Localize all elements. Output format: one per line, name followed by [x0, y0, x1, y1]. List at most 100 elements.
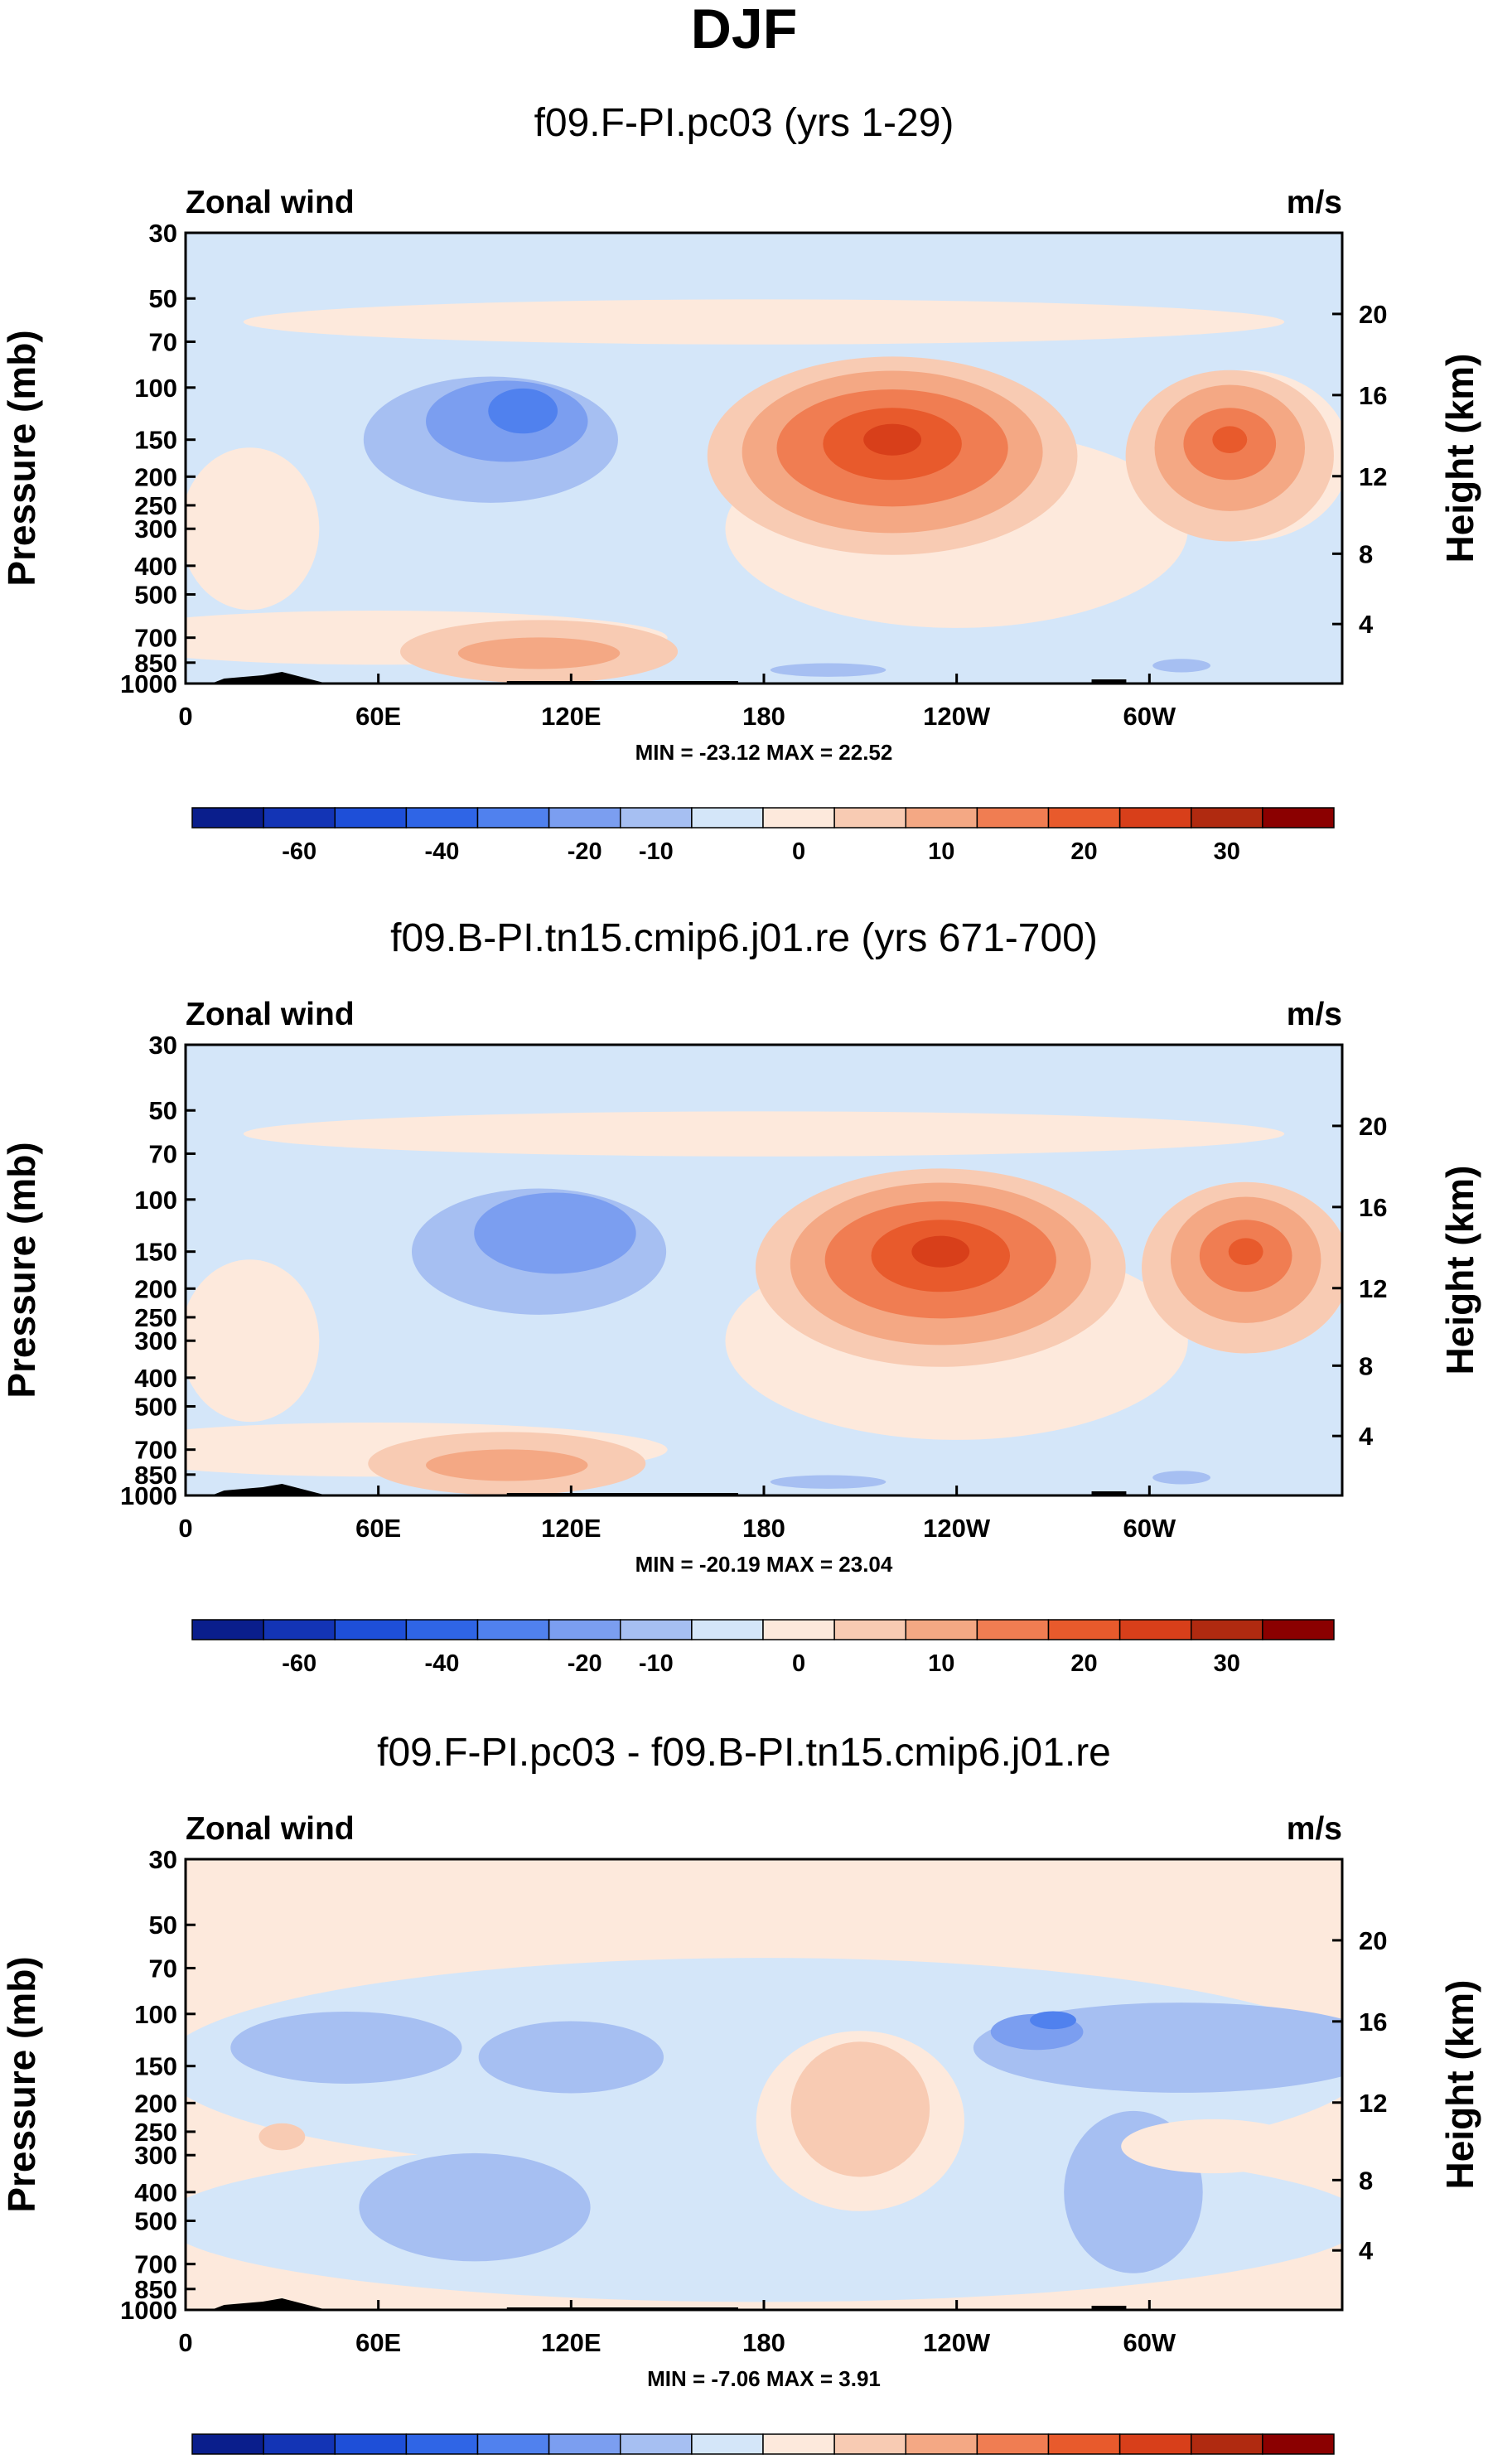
y-axis-label: Pressure (mb)	[0, 1142, 43, 1398]
colorbar-box	[976, 807, 1050, 829]
colorbar-box	[476, 807, 550, 829]
p-tick-label: 850	[134, 2275, 177, 2304]
colorbar-box	[1191, 807, 1263, 829]
contour-shade	[1228, 1238, 1263, 1266]
p-tick-label: 30	[149, 1031, 177, 1060]
colorbar-box	[191, 1619, 264, 1640]
p-tick-label: 250	[134, 491, 177, 520]
contour-shade	[1121, 2119, 1307, 2174]
colorbar-label: -60	[282, 1650, 316, 1677]
colorbar-label: -20	[568, 838, 602, 865]
h-tick-label: 12	[1359, 462, 1387, 491]
x-tick-label: 180	[742, 2328, 785, 2357]
colorbar-box	[762, 2433, 835, 2455]
colorbar-box	[1262, 1619, 1335, 1640]
x-tick-label: 120W	[923, 702, 991, 731]
colorbar-box	[905, 1619, 978, 1640]
p-tick-label: 1000	[120, 669, 177, 698]
panel-title: f09.B-PI.tn15.cmip6.j01.re (yrs 671-700)	[390, 916, 1098, 960]
p-tick-label: 300	[134, 515, 177, 544]
colorbar-label: 30	[1214, 1650, 1240, 1677]
p-tick-label: 70	[149, 1139, 177, 1168]
colorbar-label: -10	[639, 838, 674, 865]
colorbar-box	[1047, 1619, 1121, 1640]
contour-field	[186, 1111, 1342, 1495]
topography	[1091, 1491, 1127, 1495]
colorbar-box	[762, 807, 835, 829]
h-tick-label: 12	[1359, 2089, 1387, 2118]
contour-shade	[457, 637, 621, 669]
colorbar-box	[1118, 807, 1192, 829]
p-tick-label: 100	[134, 1186, 177, 1215]
x-tick-label: 180	[742, 1514, 785, 1543]
panel-1: f09.F-PI.pc03 (yrs 1-29) Zonal wind m/s 0 60…	[0, 101, 1481, 865]
p-tick-label: 300	[134, 1326, 177, 1355]
topography	[211, 672, 327, 684]
units-label: m/s	[1287, 185, 1342, 220]
p-tick-label: 50	[149, 284, 177, 313]
p-tick-label: 150	[134, 1238, 177, 1267]
colorbar-box	[476, 2433, 550, 2455]
p-tick-label: 50	[149, 1096, 177, 1125]
p-tick-label: 70	[149, 327, 177, 356]
p-tick-label: 30	[149, 1845, 177, 1874]
h-tick-label: 16	[1359, 2007, 1387, 2036]
contour-shade	[186, 447, 320, 611]
colorbar-box	[905, 807, 978, 829]
colorbar-box	[691, 807, 764, 829]
h-tick-label: 20	[1359, 300, 1387, 329]
colorbar-label: 30	[1214, 838, 1240, 865]
colorbar-box	[976, 1619, 1050, 1640]
contour-shade	[1152, 1471, 1211, 1485]
x-tick-label: 0	[178, 2328, 192, 2357]
x-tick-label: 180	[742, 702, 785, 731]
colorbar-label: -60	[282, 838, 316, 865]
p-tick-label: 70	[149, 1954, 177, 1983]
x-tick-label: 60E	[355, 702, 401, 731]
colorbar-box	[334, 807, 408, 829]
colorbar-box	[1262, 807, 1335, 829]
h-tick-label: 16	[1359, 381, 1387, 410]
colorbar-box	[476, 1619, 550, 1640]
x-tick-label: 60W	[1123, 1514, 1176, 1543]
contour-shade	[911, 1235, 970, 1268]
figure-title: DJF	[691, 0, 797, 60]
units-label: m/s	[1287, 1811, 1342, 1847]
p-tick-label: 850	[134, 1461, 177, 1490]
colorbar-label: 10	[928, 1650, 954, 1677]
colorbar-box	[263, 2433, 336, 2455]
colorbar-box	[976, 2433, 1050, 2455]
colorbar-box	[405, 1619, 479, 1640]
colorbar-box	[548, 1619, 621, 1640]
colorbar-label: 0	[792, 838, 805, 865]
colorbar-box	[1262, 2433, 1335, 2455]
colorbar-box	[334, 1619, 408, 1640]
colorbar-label: -40	[424, 838, 459, 865]
plot-label: Zonal wind	[186, 185, 355, 220]
contour-field	[186, 299, 1342, 684]
colorbar-box	[691, 2433, 764, 2455]
contour-shade	[770, 1475, 887, 1489]
colorbar-label: -20	[568, 1650, 602, 1677]
h-tick-label: 12	[1359, 1274, 1387, 1303]
colorbar-label: -10	[639, 1650, 674, 1677]
min-max-label: MIN = -23.12 MAX = 22.52	[635, 740, 893, 765]
plot-label: Zonal wind	[186, 997, 355, 1032]
topography	[211, 1484, 327, 1495]
x-tick-label: 120E	[541, 1514, 601, 1543]
contour-shade	[863, 423, 922, 456]
contour-shade	[1030, 2011, 1076, 2030]
colorbar-box	[620, 1619, 693, 1640]
panel-2: f09.B-PI.tn15.cmip6.j01.re (yrs 671-700)…	[0, 916, 1481, 1677]
h-tick-label: 8	[1359, 2166, 1373, 2195]
contour-shade	[536, 1200, 606, 1246]
p-tick-label: 700	[134, 624, 177, 653]
colorbar-box	[405, 807, 479, 829]
p-tick-label: 500	[134, 1392, 177, 1421]
x-tick-label: 120W	[923, 2328, 991, 2357]
contour-shade	[1212, 426, 1248, 454]
colorbar-box	[263, 807, 336, 829]
contour-shade	[478, 2021, 664, 2094]
p-tick-label: 500	[134, 2206, 177, 2235]
